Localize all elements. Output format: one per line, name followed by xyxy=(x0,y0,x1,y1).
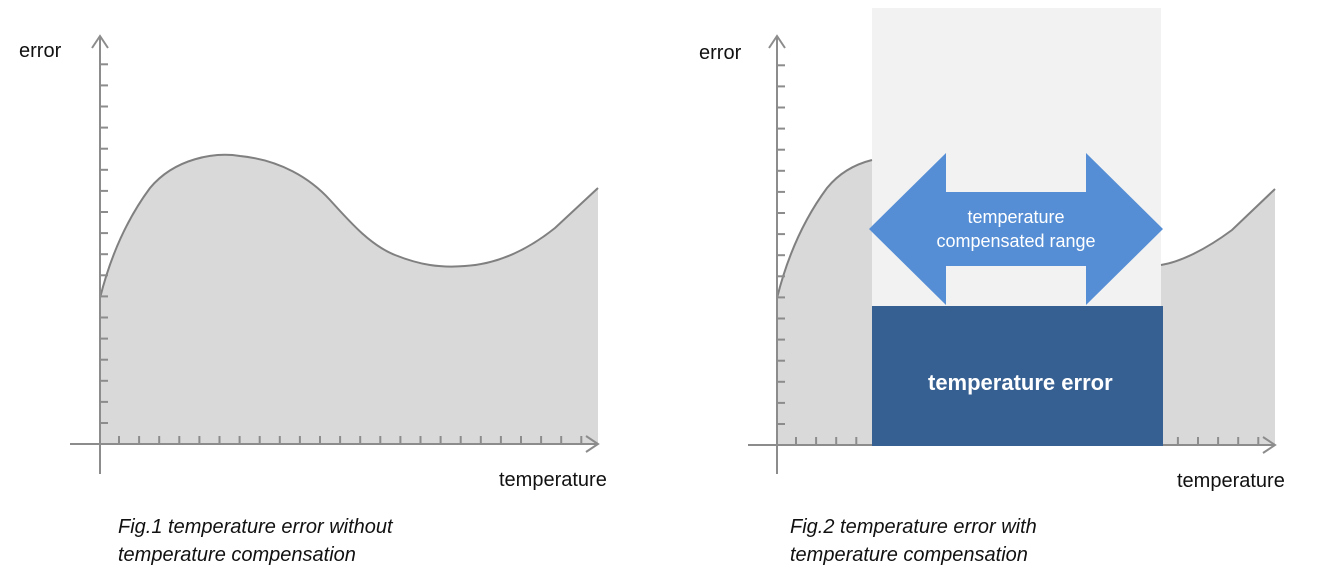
fig1-error-curve xyxy=(99,153,599,299)
fig2-temperature-error-box xyxy=(872,306,1163,446)
fig1-caption: Fig.1 temperature error without temperat… xyxy=(118,513,393,569)
fig2-double-arrow xyxy=(869,153,1163,305)
fig1-x-axis xyxy=(70,435,600,453)
fig1-y-ticks xyxy=(100,63,108,424)
fig2-caption-line2: temperature compensation xyxy=(790,544,1028,566)
fig1-plot xyxy=(70,34,600,474)
fig2-plot xyxy=(748,8,1277,474)
fig2-x-axis-label: temperature xyxy=(1177,470,1285,492)
fig2-error-curve-left xyxy=(776,159,873,299)
fig1-x-axis-label: temperature xyxy=(499,469,607,491)
fig1-x-ticks xyxy=(118,436,583,444)
fig1-error-area xyxy=(100,154,598,444)
fig1-y-axis-label: error xyxy=(19,40,62,62)
fig2-arrow-label-line1: temperature xyxy=(967,207,1065,227)
fig2-arrow-label-line2: compensated range xyxy=(936,231,1096,251)
fig2-y-ticks xyxy=(777,64,785,425)
fig2-caption-line1: Fig.2 temperature error with xyxy=(790,516,1037,538)
fig2-error-curve-right xyxy=(1160,188,1276,266)
fig2-caption: Fig.2 temperature error with temperature… xyxy=(790,513,1037,569)
fig1-caption-line2: temperature compensation xyxy=(118,544,356,566)
fig2-error-box-label: temperature error xyxy=(928,370,1113,395)
fig2-arrow-label: temperature compensated range xyxy=(916,205,1116,253)
fig1-caption-line1: Fig.1 temperature error without xyxy=(118,516,393,538)
fig2-y-axis-label: error xyxy=(699,42,742,64)
